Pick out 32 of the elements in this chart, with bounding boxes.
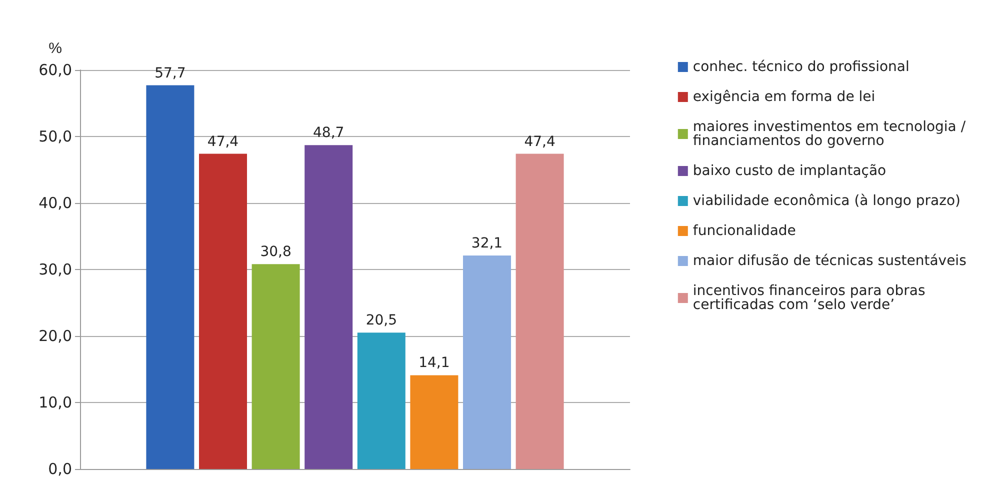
bar (357, 332, 406, 469)
data-label: 57,7 (154, 65, 186, 82)
y-tick-label: 50,0 (38, 128, 72, 146)
data-label: 20,5 (366, 312, 397, 329)
legend-label: maiores investimentos em tecnologia / financiamentos do governo (692, 119, 970, 149)
legend-label: conhec. técnico do profissional (692, 59, 910, 75)
bar (304, 145, 353, 469)
data-label: 48,7 (313, 125, 344, 142)
y-tick-label: 0,0 (48, 460, 72, 478)
legend-label: viabilidade econômica (à longo prazo) (692, 193, 961, 209)
legend-label: incentivos financeiros para obras certificadas com ‘selo verde’ (692, 283, 930, 313)
legend-label: maior difusão de técnicas sustentáveis (692, 253, 966, 269)
y-axis-title: % (48, 40, 62, 57)
legend-label: exigência em forma de lei (692, 89, 876, 105)
bar (252, 264, 300, 469)
y-tick-label: 20,0 (38, 327, 72, 345)
data-label: 47,4 (207, 134, 239, 150)
legend-label: baixo custo de implantação (692, 163, 886, 179)
data-label: 47,4 (524, 134, 556, 150)
y-tick-label: 60,0 (38, 61, 72, 79)
bar (410, 375, 458, 469)
data-label: 32,1 (471, 236, 503, 252)
bar (516, 154, 564, 469)
legend-label: funcionalidade (692, 223, 796, 239)
bar (146, 85, 194, 469)
y-tick-label: 40,0 (38, 194, 72, 212)
bar (199, 154, 247, 469)
data-label: 14,1 (418, 355, 450, 372)
bar (463, 256, 511, 469)
data-label: 30,8 (260, 244, 292, 260)
y-tick-label: 10,0 (38, 394, 72, 412)
y-tick-label: 30,0 (38, 260, 72, 278)
